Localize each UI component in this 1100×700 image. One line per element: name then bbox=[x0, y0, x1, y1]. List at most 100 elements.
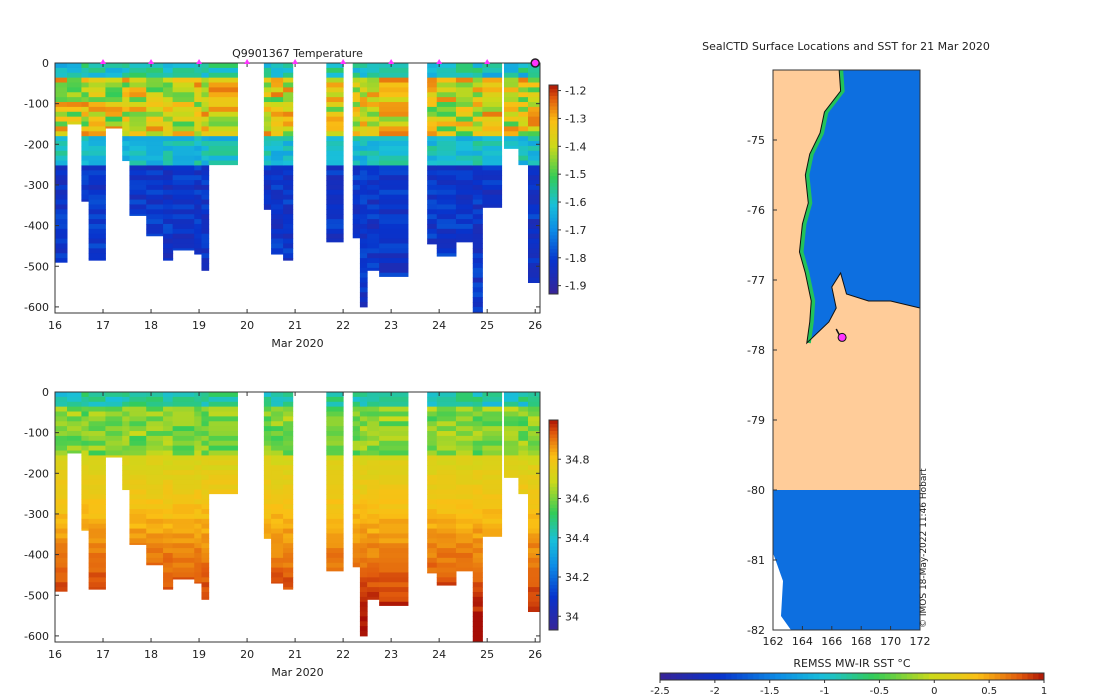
salinity-cell bbox=[359, 552, 368, 559]
temperature-cell bbox=[208, 111, 238, 118]
temperature-cell bbox=[146, 111, 164, 118]
temperature-colorbar-cell bbox=[549, 241, 558, 246]
salinity-cell bbox=[208, 406, 238, 413]
salinity-cell bbox=[472, 562, 483, 569]
salinity-cell bbox=[527, 484, 541, 491]
temperature-cell bbox=[359, 170, 368, 176]
temperature-cell bbox=[163, 82, 174, 88]
salinity-colorbar-cell bbox=[549, 441, 558, 445]
temperature-cell bbox=[326, 82, 344, 88]
salinity-cell bbox=[352, 548, 361, 554]
salinity-cell bbox=[367, 592, 380, 598]
salinity-cell bbox=[352, 509, 361, 515]
salinity-cell bbox=[379, 572, 409, 578]
salinity-cell bbox=[194, 484, 202, 491]
salinity-cell bbox=[201, 543, 210, 549]
temperature-cell bbox=[427, 145, 438, 152]
salinity-cell bbox=[527, 543, 541, 549]
temperature-cell bbox=[379, 248, 409, 254]
temperature-cell bbox=[263, 199, 272, 205]
salinity-xtick-label: 22 bbox=[336, 648, 350, 661]
temperature-cell bbox=[55, 194, 68, 201]
salinity-cell bbox=[88, 416, 106, 422]
salinity-cell bbox=[436, 582, 457, 586]
temperature-colorbar-cell bbox=[549, 182, 558, 187]
salinity-cell bbox=[482, 504, 503, 510]
temperature-cell bbox=[271, 184, 284, 191]
salinity-cell bbox=[352, 489, 361, 495]
temperature-cell bbox=[263, 111, 272, 118]
salinity-cell bbox=[88, 523, 106, 530]
temperature-profile bbox=[55, 63, 68, 263]
temperature-cell bbox=[455, 145, 474, 152]
salinity-cell bbox=[367, 396, 380, 403]
temperature-cell bbox=[271, 77, 284, 84]
temperature-cell bbox=[271, 72, 284, 79]
temperature-cell bbox=[163, 253, 174, 259]
salinity-cell bbox=[194, 538, 202, 544]
sst-colorbar-cell bbox=[764, 673, 771, 680]
temperature-cell bbox=[263, 126, 272, 132]
temperature-cell bbox=[352, 131, 361, 137]
temperature-cell bbox=[359, 287, 368, 293]
salinity-cell bbox=[326, 411, 344, 417]
temperature-cell bbox=[55, 238, 68, 244]
salinity-profile bbox=[503, 392, 519, 478]
salinity-cell bbox=[427, 474, 438, 481]
salinity-cell bbox=[88, 465, 106, 471]
salinity-profile bbox=[455, 392, 474, 572]
temperature-cell bbox=[172, 160, 195, 166]
temperature-xtick-label: 23 bbox=[384, 319, 398, 332]
temperature-cell bbox=[472, 170, 483, 176]
temperature-profile bbox=[527, 63, 541, 284]
temperature-cell bbox=[283, 184, 294, 191]
temperature-cell bbox=[455, 228, 474, 235]
salinity-cell bbox=[263, 523, 272, 530]
salinity-cell bbox=[105, 406, 123, 413]
temperature-cell bbox=[326, 194, 344, 201]
temperature-cell bbox=[271, 209, 284, 215]
salinity-cell bbox=[359, 426, 368, 432]
salinity-cell bbox=[55, 445, 68, 452]
temperature-cell bbox=[472, 233, 483, 240]
temperature-cell bbox=[88, 209, 106, 215]
temperature-cell bbox=[172, 175, 195, 181]
temperature-cell bbox=[105, 106, 123, 113]
temperature-cell bbox=[201, 145, 210, 152]
temperature-cell bbox=[201, 214, 210, 220]
temperature-cell bbox=[379, 233, 409, 240]
sst-colorbar-cell bbox=[1022, 673, 1029, 680]
salinity-cell bbox=[122, 465, 130, 471]
salinity-cell bbox=[271, 523, 284, 530]
salinity-cell bbox=[81, 489, 90, 495]
temperature-cell bbox=[379, 102, 409, 108]
temperature-cell bbox=[527, 263, 541, 269]
temperature-cell bbox=[201, 106, 210, 113]
temperature-cell bbox=[194, 233, 202, 240]
salinity-cell bbox=[271, 465, 284, 471]
temperature-cell bbox=[163, 136, 174, 142]
salinity-cell bbox=[88, 533, 106, 539]
temperature-cell bbox=[201, 267, 210, 271]
salinity-cell bbox=[283, 411, 294, 417]
temperature-cell bbox=[379, 253, 409, 259]
salinity-cell bbox=[359, 474, 368, 481]
temperature-cell bbox=[472, 287, 483, 293]
salinity-cell bbox=[527, 426, 541, 432]
salinity-cell bbox=[283, 450, 294, 456]
salinity-cell bbox=[436, 465, 457, 471]
temperature-cell bbox=[55, 141, 68, 147]
temperature-cell bbox=[527, 121, 541, 127]
temperature-cell bbox=[359, 145, 368, 152]
temperature-cell bbox=[379, 136, 409, 142]
salinity-cell bbox=[472, 533, 483, 539]
temperature-cell bbox=[129, 155, 147, 162]
salinity-profile bbox=[271, 392, 284, 584]
salinity-cell bbox=[263, 445, 272, 452]
salinity-cell bbox=[283, 455, 294, 461]
map-lat-label: -76 bbox=[747, 204, 765, 217]
salinity-cell bbox=[201, 494, 210, 500]
salinity-colorbar-cell bbox=[549, 626, 558, 631]
salinity-cell bbox=[163, 450, 174, 456]
salinity-cell bbox=[271, 562, 284, 569]
